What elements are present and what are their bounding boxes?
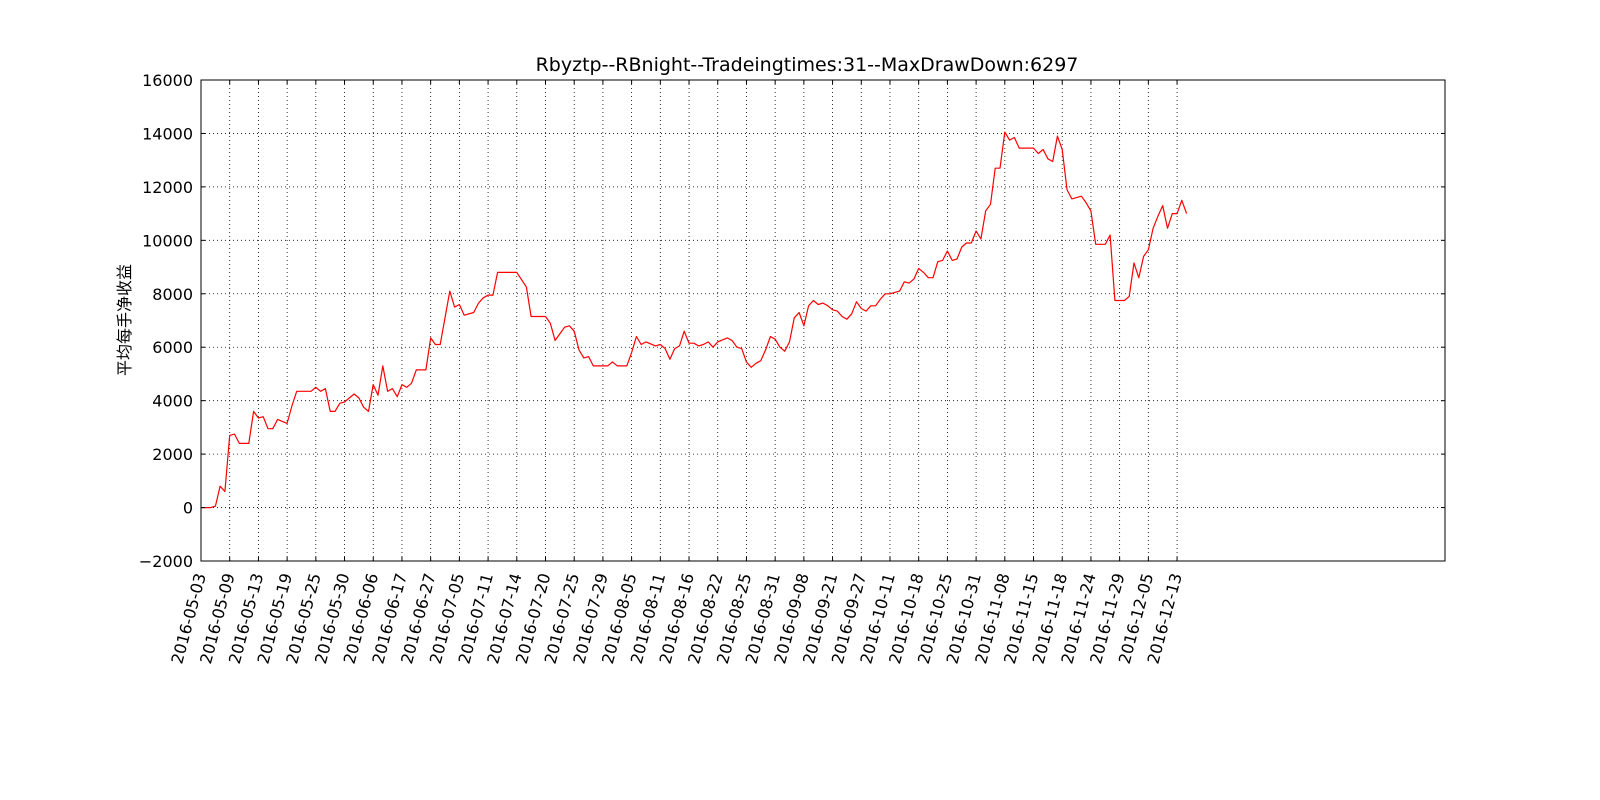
plot-frame <box>200 79 1446 562</box>
y-axis-label: 平均每手净收益 <box>115 264 134 376</box>
y-tick-label: 2000 <box>152 445 193 464</box>
y-tick-label: 4000 <box>152 392 193 411</box>
y-axis: −2000 0 2000 4000 6000 8000 10000 12000 14000 160… <box>139 71 1445 571</box>
y-tick-label: 12000 <box>142 178 193 197</box>
chart-title: Rbyztp--RBnight--Tradeingtimes:31--MaxDr… <box>536 54 1079 76</box>
y-tick-label: 16000 <box>142 71 193 90</box>
grid <box>201 80 1445 561</box>
y-tick-label: 6000 <box>152 338 193 357</box>
series-layer <box>201 131 1188 509</box>
y-tick-label: 10000 <box>142 231 193 250</box>
y-tick-label: 8000 <box>152 285 193 304</box>
y-tick-label: 0 <box>183 499 193 518</box>
y-tick-label: −2000 <box>139 552 193 571</box>
y-tick-label: 14000 <box>142 124 193 143</box>
series-line <box>201 131 1188 509</box>
